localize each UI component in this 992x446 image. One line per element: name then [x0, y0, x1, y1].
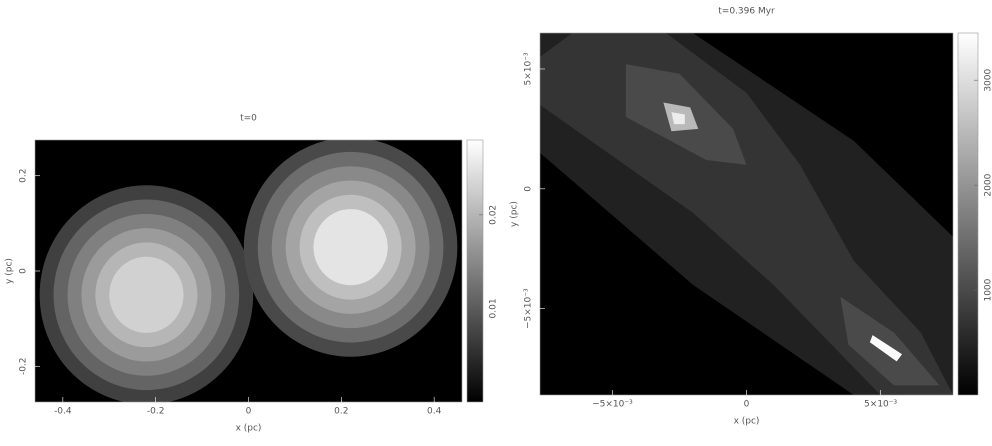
x-tick-label: 5×10⁻³: [864, 400, 897, 410]
contour-level: [109, 257, 183, 333]
x-tick-label: 0: [744, 400, 750, 410]
colorbar: [467, 140, 483, 402]
x-tick-label: −5×10⁻³: [592, 400, 633, 410]
x-tick-label: -0.4: [54, 407, 72, 417]
colorbar: [958, 33, 978, 395]
x-tick-label: -0.2: [147, 407, 165, 417]
colorbar-tick-label: 0.02: [489, 205, 499, 225]
colorbar-tick-label: 1000: [984, 278, 992, 301]
chart-title: t=0: [240, 114, 257, 124]
x-tick-label: 0: [246, 407, 252, 417]
x-axis-label: x (pc): [734, 417, 760, 427]
x-tick-label: 0.4: [427, 407, 442, 417]
x-axis-label: x (pc): [236, 424, 262, 434]
y-axis-label: y (pc): [510, 201, 520, 227]
x-tick-label: 0.2: [334, 407, 348, 417]
y-tick-label: 5×10⁻³: [524, 52, 534, 85]
y-tick-label: 0: [19, 268, 29, 274]
y-axis-label: y (pc): [5, 258, 15, 284]
colorbar-tick-label: 2000: [984, 173, 992, 196]
colorbar-tick-label: 3000: [984, 68, 992, 91]
y-tick-label: 0: [524, 186, 534, 192]
y-tick-label: -0.2: [19, 357, 29, 375]
colorbar-tick-label: 0.01: [489, 298, 499, 318]
y-tick-label: 0.2: [19, 169, 29, 183]
chart-title: t=0.396 Myr: [718, 7, 775, 17]
y-tick-label: −5×10⁻³: [524, 288, 534, 329]
contour-level: [313, 209, 387, 285]
